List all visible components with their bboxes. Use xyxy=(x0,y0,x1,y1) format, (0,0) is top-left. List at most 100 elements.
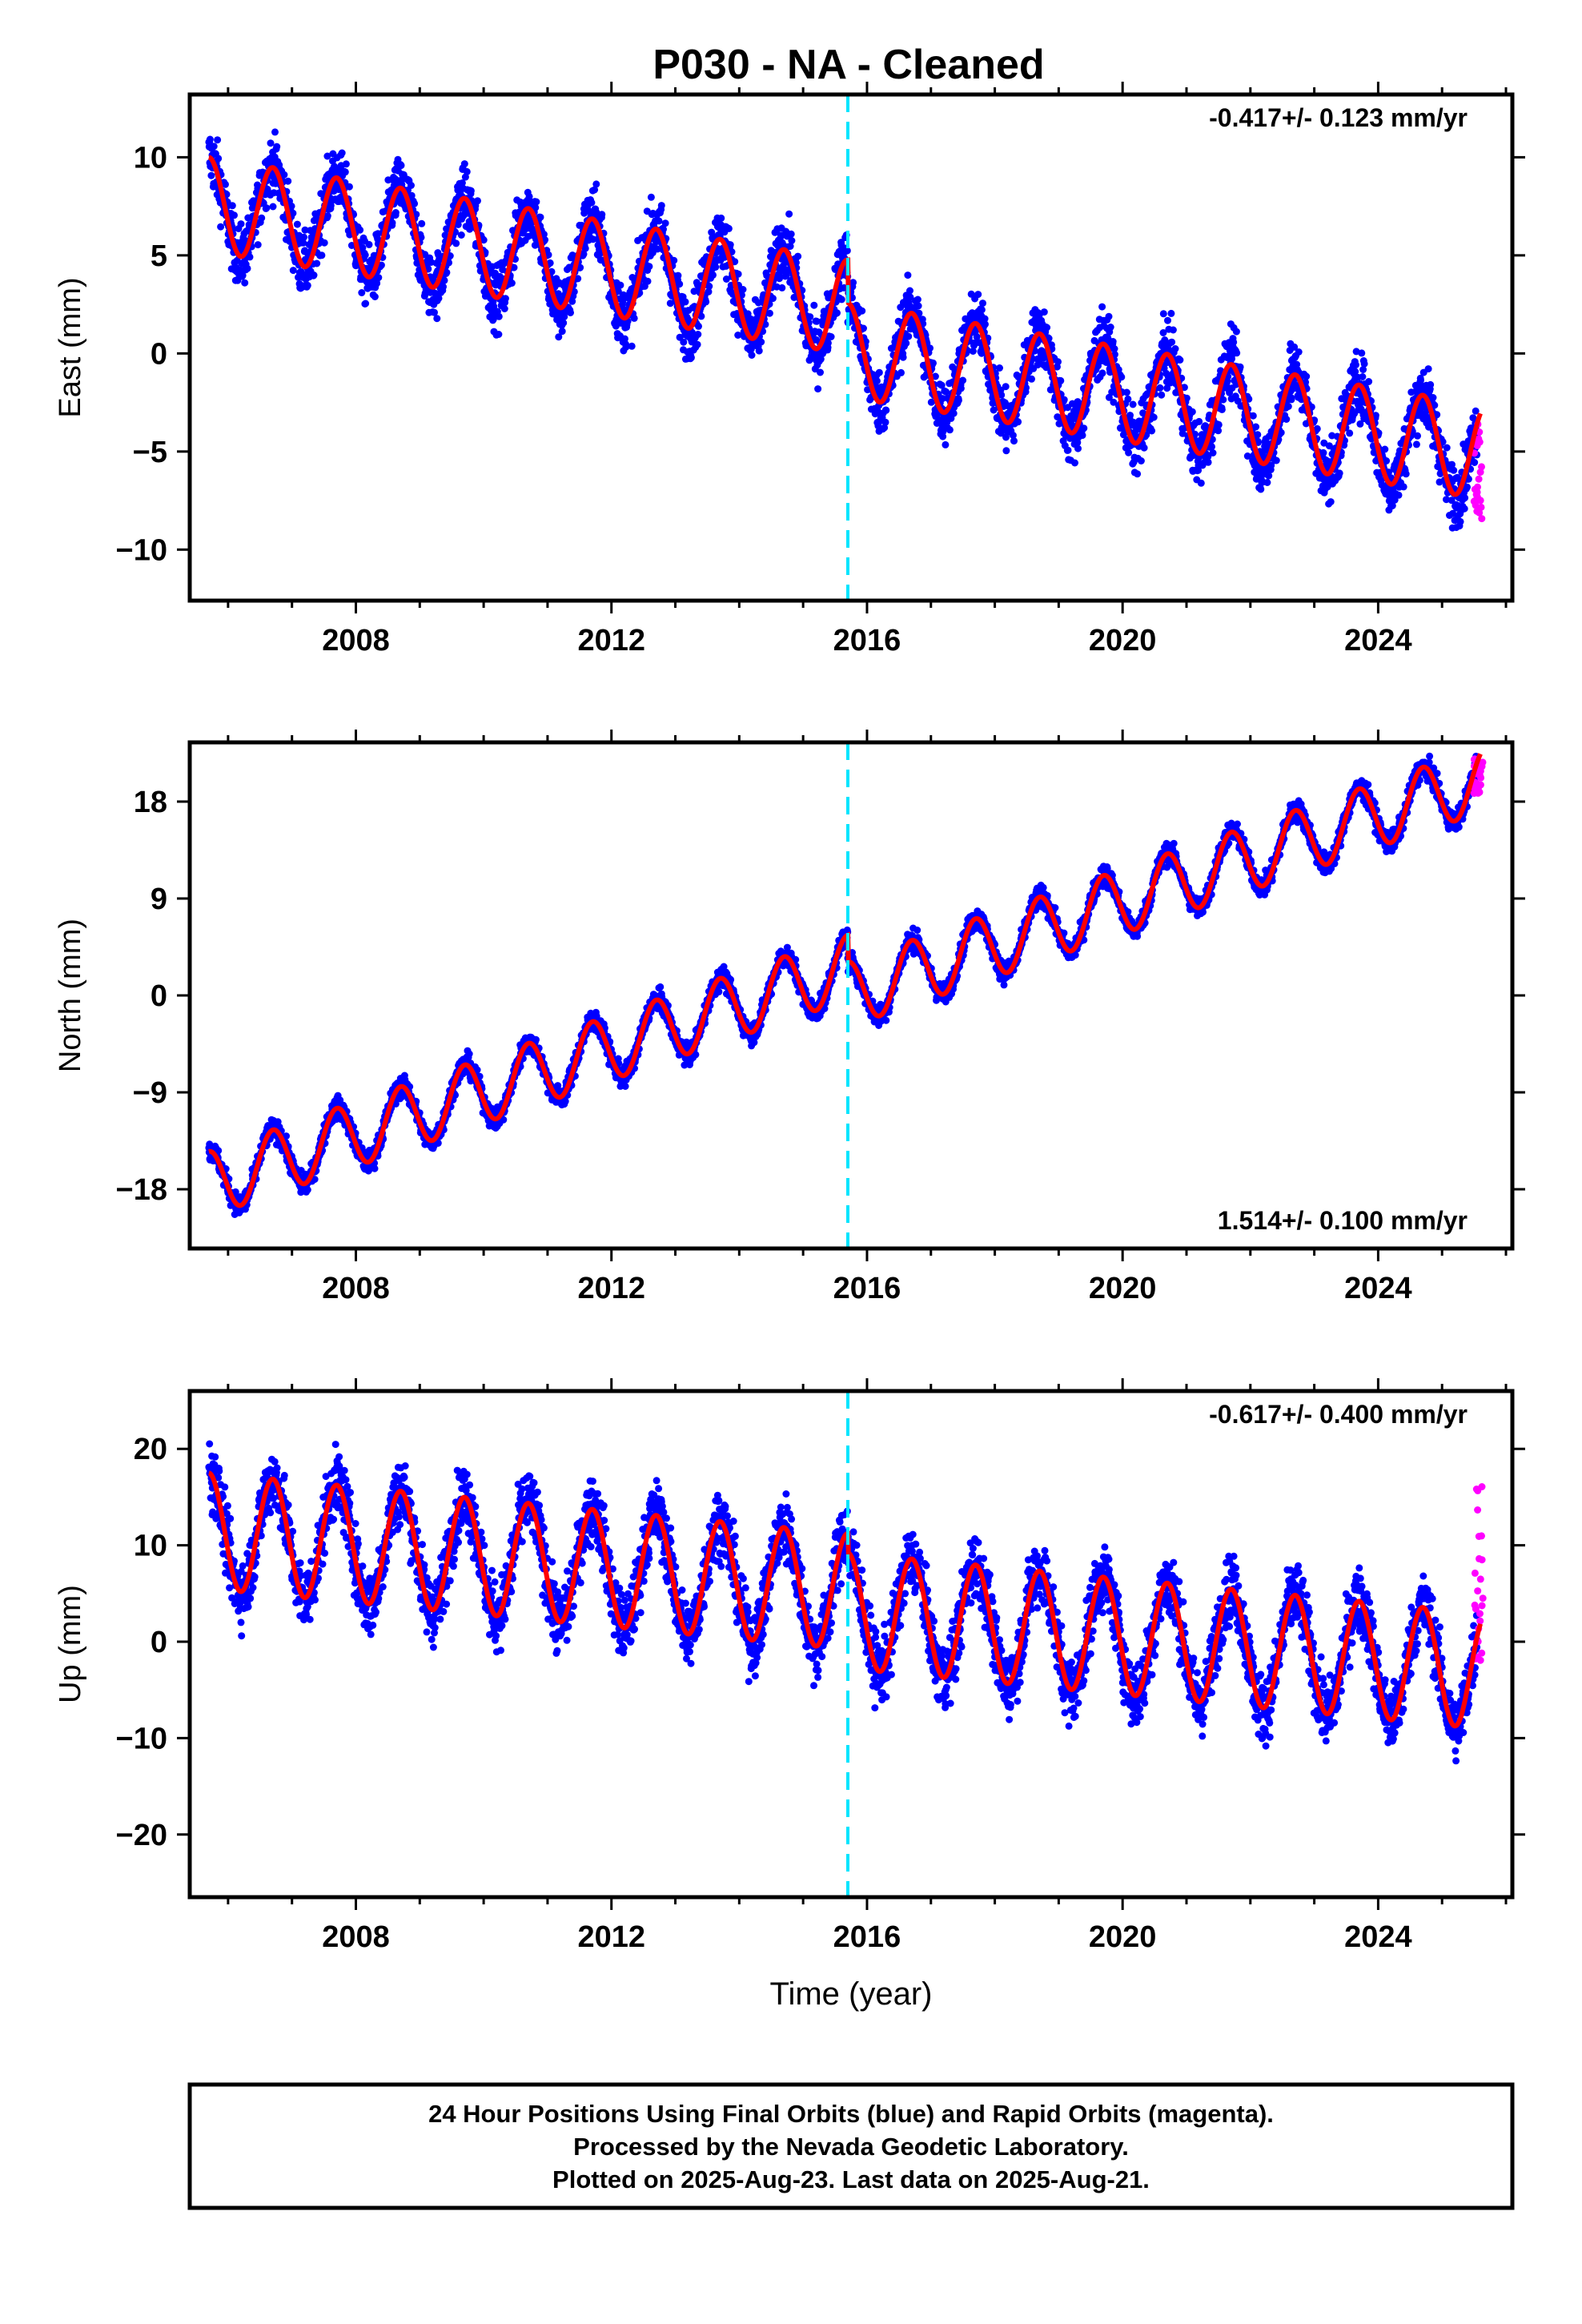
east-final-point xyxy=(858,307,866,315)
east-final-point xyxy=(501,295,509,303)
east-final-point xyxy=(1009,432,1017,440)
east-final-point xyxy=(1098,303,1106,311)
east-x-tick-label: 2020 xyxy=(1089,624,1157,657)
east-final-point xyxy=(914,302,922,310)
east-final-point xyxy=(1233,349,1241,357)
east-final-point xyxy=(824,339,832,347)
east-final-point xyxy=(1346,429,1354,437)
east-final-point xyxy=(592,180,600,188)
east-final-point xyxy=(1395,491,1403,499)
east-y-tick-label: −10 xyxy=(116,533,167,567)
east-final-point xyxy=(1041,352,1049,360)
east-final-point xyxy=(1057,376,1065,384)
east-final-point xyxy=(267,139,275,147)
east-final-point xyxy=(622,343,630,351)
east-final-point xyxy=(356,226,364,234)
east-final-point xyxy=(440,276,448,284)
east-final-point xyxy=(902,340,910,348)
east-final-point xyxy=(705,287,713,296)
east-final-point xyxy=(1195,417,1203,425)
east-final-point xyxy=(1399,483,1407,491)
east-final-point xyxy=(806,313,814,321)
east-x-tick-label: 2016 xyxy=(833,624,901,657)
east-final-point xyxy=(371,293,379,300)
east-rapid-point xyxy=(1478,463,1485,471)
north-final-point xyxy=(371,1164,379,1172)
east-final-point xyxy=(645,263,653,271)
east-plot-area xyxy=(205,94,1486,601)
east-final-point xyxy=(532,198,540,206)
east-final-point xyxy=(588,199,596,207)
east-final-point xyxy=(558,328,566,336)
east-final-point xyxy=(1295,348,1303,356)
east-final-point xyxy=(1137,457,1145,464)
east-final-point xyxy=(388,219,396,227)
east-final-point xyxy=(1197,479,1205,487)
east-final-point xyxy=(942,388,950,396)
east-final-point xyxy=(860,324,867,332)
east-final-point xyxy=(938,395,946,403)
east-final-point xyxy=(1074,444,1082,452)
east-final-point xyxy=(495,331,503,338)
east-final-point xyxy=(998,391,1006,399)
east-final-point xyxy=(1060,396,1068,404)
east-final-point xyxy=(778,283,786,292)
east-final-point xyxy=(769,295,777,303)
east-rapid-point xyxy=(1478,515,1486,523)
east-final-point xyxy=(1464,483,1471,491)
east-final-point xyxy=(927,398,935,406)
east-final-point xyxy=(303,281,311,289)
east-final-point xyxy=(726,241,734,249)
east-final-point xyxy=(755,347,763,355)
east-final-point xyxy=(377,261,385,269)
east-final-point xyxy=(676,280,684,288)
east-final-point xyxy=(310,271,318,279)
east-final-point xyxy=(978,306,986,314)
east-final-point xyxy=(657,202,665,210)
east-final-point xyxy=(313,259,321,267)
east-final-point xyxy=(580,250,588,258)
east-rapid-point xyxy=(1472,491,1480,499)
east-final-point xyxy=(342,160,350,168)
east-final-point xyxy=(913,296,921,304)
east-final-point xyxy=(1134,470,1142,478)
east-final-point xyxy=(217,223,225,231)
east-final-point xyxy=(1424,365,1432,373)
east-final-point xyxy=(930,359,937,367)
east-final-point xyxy=(1105,312,1113,320)
east-final-point xyxy=(581,244,589,252)
east-final-point xyxy=(1167,309,1175,317)
east-final-point xyxy=(1064,446,1072,454)
east-final-point xyxy=(1156,384,1164,392)
east-final-point xyxy=(787,230,795,238)
east-final-point xyxy=(882,406,890,414)
east-final-point xyxy=(620,335,628,343)
east-final-point xyxy=(981,315,989,323)
east-final-point xyxy=(996,364,1003,372)
east-final-point xyxy=(1126,412,1134,420)
east-final-point xyxy=(1140,444,1148,452)
east-final-point xyxy=(694,331,702,338)
east-final-point xyxy=(705,283,713,290)
east-final-point xyxy=(1158,391,1166,399)
east-final-point xyxy=(979,300,986,308)
east-final-point xyxy=(1456,517,1464,525)
east-final-point xyxy=(1230,338,1238,346)
east-final-point xyxy=(397,162,405,170)
east-final-point xyxy=(320,239,328,247)
east-final-point xyxy=(1412,440,1420,448)
east-rapid-point xyxy=(1471,497,1479,505)
east-final-point xyxy=(837,296,845,304)
east-final-point xyxy=(1252,423,1260,431)
east-final-point xyxy=(345,183,353,191)
east-final-point xyxy=(408,182,415,189)
east-final-point xyxy=(954,396,962,404)
figure-title: P030 - NA - Cleaned xyxy=(652,42,1044,88)
east-final-point xyxy=(1080,424,1088,432)
east-final-point xyxy=(1106,324,1114,331)
east-final-point xyxy=(899,353,907,361)
east-final-point xyxy=(1071,459,1078,467)
east-final-point xyxy=(341,168,349,176)
east-final-point xyxy=(982,320,989,328)
east-final-point xyxy=(1427,380,1435,388)
